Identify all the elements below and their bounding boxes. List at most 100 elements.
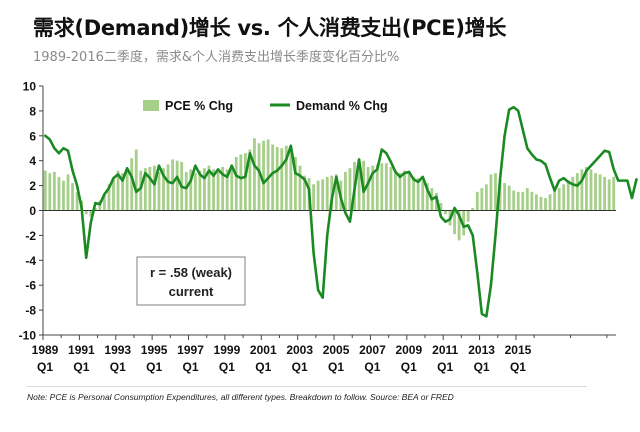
x-tick-quarter: Q1 [183,360,199,374]
pce-bar [62,180,65,211]
chart-title: 需求(Demand)增长 vs. 个人消费支出(PCE)增长 [33,16,507,40]
pce-bar [275,147,279,211]
x-tick-year: 1999 [214,343,241,357]
x-tick-quarter: Q1 [328,360,344,374]
pce-bar [575,173,579,211]
pce-bar [571,176,575,211]
x-tick-quarter: Q1 [73,360,89,374]
pce-bar [271,144,275,211]
y-tick-label: 6 [29,129,36,143]
pce-bar [398,173,402,211]
pce-bar [243,153,247,211]
pce-bar [43,170,47,211]
pce-bar [89,210,93,217]
pce-bar [453,210,456,235]
pce-bar [589,169,593,211]
pce-bar [535,194,538,211]
pce-bar [121,173,124,211]
y-tick-label: 2 [29,179,36,193]
pce-bar [284,145,288,211]
pce-bar [134,149,138,211]
pce-bar [348,168,352,211]
x-tick-quarter: Q1 [146,360,162,374]
pce-bar [289,149,293,211]
pce-bar [234,156,238,211]
pce-bar [102,195,106,211]
pce-bar [153,165,156,211]
legend-label-pce: PCE % Chg [165,99,233,113]
x-tick-year: 2009 [395,343,422,357]
pce-bar [312,184,315,211]
x-tick-quarter: Q1 [437,360,453,374]
x-tick-year: 2005 [323,343,350,357]
y-tick-label: -10 [19,329,37,343]
pce-bar [439,203,443,211]
pce-bar [403,170,406,211]
pce-bar [557,188,561,211]
pce-bar [162,168,165,211]
pce-bar [548,194,552,211]
x-tick-quarter: Q1 [292,360,308,374]
pce-bar [212,169,215,211]
y-tick-label: -4 [25,254,36,268]
pce-bar [198,170,202,211]
pce-bar [175,160,179,211]
pce-bar [230,164,234,211]
pce-bar [166,164,170,211]
x-tick-year: 1989 [32,343,59,357]
pce-bar [566,180,570,211]
x-tick-year: 2011 [432,343,458,357]
pce-bar [466,210,470,222]
pce-bar [380,163,384,211]
pce-bar [366,166,370,211]
pce-bar [375,164,379,211]
pce-bar [562,184,566,211]
pce-bar [389,166,393,211]
pce-bar [189,169,193,211]
pce-bar [107,184,111,211]
pce-bar [303,175,306,211]
x-tick-year: 1995 [141,343,168,357]
pce-bar [75,191,79,211]
pce-bar [516,191,520,211]
pce-bar [225,169,229,211]
pce-bar [484,184,488,211]
x-tick-year: 2013 [468,343,495,357]
pce-bar [171,159,175,211]
demand-line [43,105,638,318]
pce-bar [598,174,602,211]
pce-bar [52,171,56,211]
y-tick-label: -6 [25,279,36,293]
pce-bar [603,176,607,211]
pce-bar [116,170,120,211]
pce-bar [553,190,557,211]
x-tick-quarter: Q1 [110,360,126,374]
pce-bar [494,173,497,211]
x-tick-year: 2001 [250,343,277,357]
pce-bar [130,158,134,211]
pce-bar [489,174,493,211]
pce-bar [607,179,611,211]
pce-bar [480,188,484,211]
pce-bar [148,166,152,211]
pce-bar [321,179,325,211]
legend: PCE % Chg Demand % Chg [143,99,388,113]
pce-bar [193,173,197,211]
pce-bar [125,169,129,211]
pce-bar [462,210,466,236]
pce-bar [512,190,516,211]
pce-bar [157,171,161,211]
pce-bar [612,176,616,211]
demand-line-layer [43,105,638,318]
pce-bar [444,210,447,215]
pce-bar [412,176,416,211]
pce-bar [66,174,70,211]
pce-bar [316,180,320,211]
x-tick-year: 1997 [177,343,204,357]
x-tick-quarter: Q1 [401,360,417,374]
pce-bar [457,210,461,241]
x-tick-quarter: Q1 [37,360,53,374]
annotation-line-1: r = .58 (weak) [150,265,232,280]
pce-bar [84,210,88,215]
x-tick-quarter: Q1 [255,360,271,374]
